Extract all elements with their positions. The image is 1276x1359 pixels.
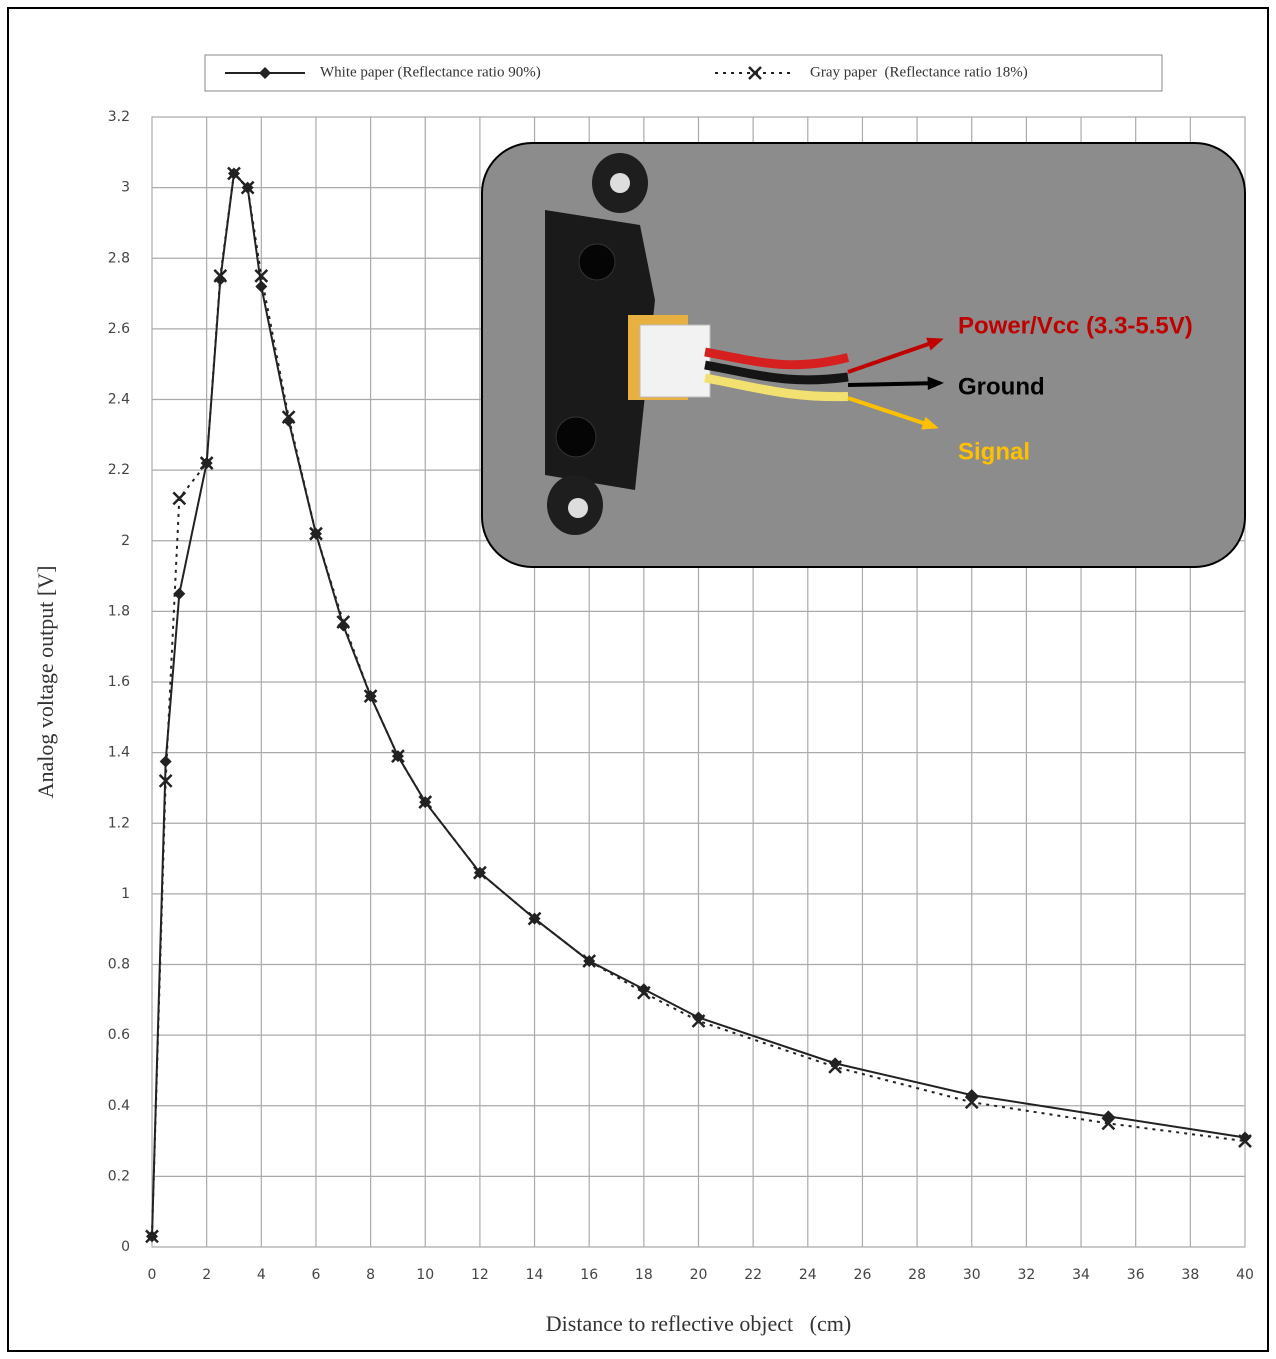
x-tick-label: 20 [690,1267,708,1283]
y-tick-label: 0.8 [108,957,130,973]
x-tick-label: 12 [471,1267,489,1283]
x-tick-label: 22 [744,1267,762,1283]
x-tick-label: 26 [854,1267,872,1283]
sensor-lens [579,244,615,280]
x-tick-label: 32 [1017,1267,1035,1283]
legend-label: Gray paper (Reflectance ratio 18%) [810,64,1028,80]
x-tick-label: 16 [580,1267,598,1283]
y-tick-label: 0.6 [108,1027,130,1043]
y-tick-label: 0 [121,1239,130,1255]
y-tick-label: 0.2 [108,1168,130,1184]
y-tick-label: 3.2 [108,109,130,125]
x-tick-label: 4 [257,1267,266,1283]
y-axis-label: Analog voltage output [V] [33,566,58,799]
x-tick-label: 40 [1236,1267,1254,1283]
sensor-hole [568,498,588,518]
marker [173,588,185,600]
chart: 0 0.2 0.4 0.6 0.8 1 1.2 1.4 1.6 1.8 2 2.2 2.4 2.6 2.8 3… [0,0,1276,1359]
annotation-label: Ground [958,373,1045,400]
y-tick-label: 1.6 [108,674,130,690]
x-tick-label: 28 [908,1267,926,1283]
x-tick-label: 24 [799,1267,817,1283]
sensor-lens [556,417,596,457]
y-tick-label: 0.4 [108,1098,130,1114]
legend-label: White paper (Reflectance ratio 90%) [320,64,541,80]
y-tick-label: 2.6 [108,321,130,337]
x-tick-label: 0 [148,1267,157,1283]
x-tick-label: 34 [1072,1267,1090,1283]
y-tick-label: 1.2 [108,815,130,831]
y-tick-label: 2.2 [108,462,130,478]
x-tick-label: 6 [311,1267,320,1283]
sensor-hole [610,173,630,193]
y-tick-label: 1.4 [108,745,130,761]
x-tick-label: 36 [1127,1267,1145,1283]
annotation-label: Power/Vcc (3.3-5.5V) [958,312,1193,339]
connector-plug [640,325,710,397]
marker [160,755,172,767]
marker [255,281,267,293]
annotation-arrow [848,383,940,385]
y-tick-label: 1.8 [108,603,130,619]
marker [173,492,185,504]
y-tick-label: 2 [121,533,130,549]
y-tick-label: 2.8 [108,250,130,266]
annotation-label: Signal [958,438,1030,465]
x-tick-label: 8 [366,1267,375,1283]
x-tick-label: 38 [1181,1267,1199,1283]
y-tick-label: 1 [121,886,130,902]
x-tick-label: 10 [416,1267,434,1283]
x-tick-label: 18 [635,1267,653,1283]
y-tick-label: 3 [121,180,130,196]
x-tick-label: 30 [963,1267,981,1283]
x-tick-label: 2 [202,1267,211,1283]
y-tick-label: 2.4 [108,392,130,408]
x-tick-label: 14 [526,1267,544,1283]
x-axis-label: Distance to reflective object (cm) [546,1311,851,1336]
